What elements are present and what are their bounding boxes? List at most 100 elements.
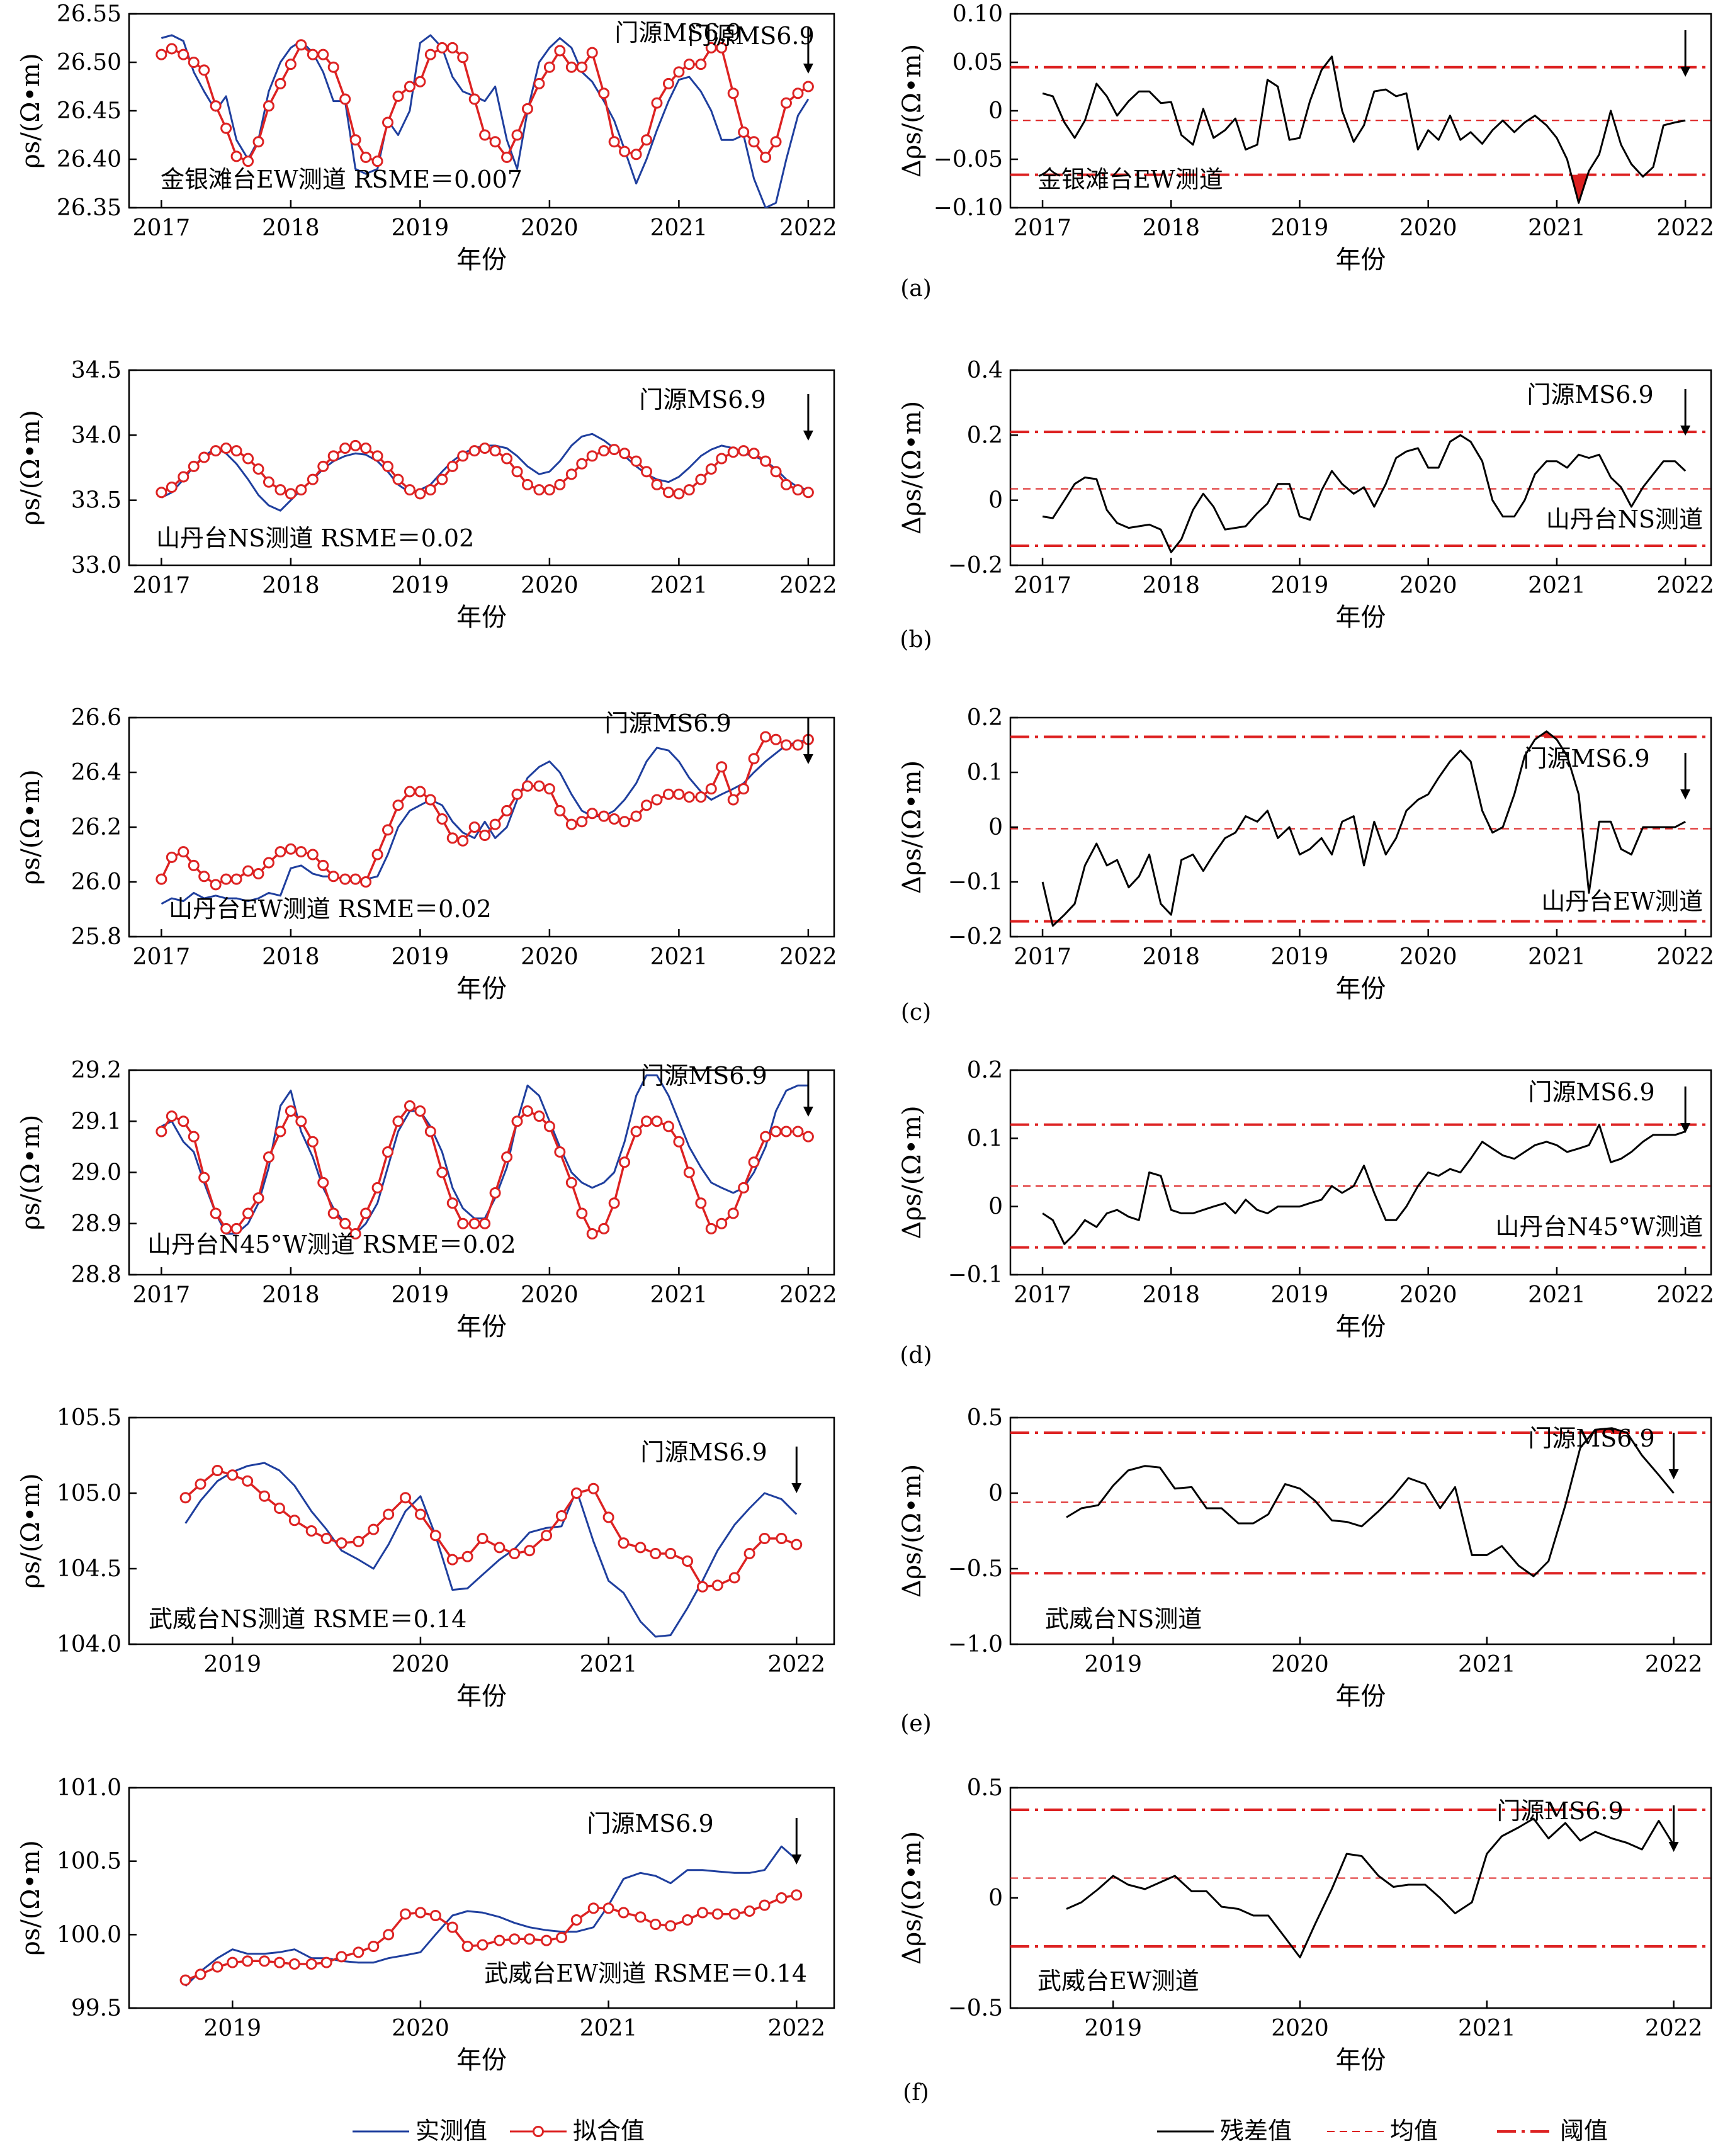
fitted-point — [360, 876, 372, 888]
fitted-point — [320, 1956, 332, 1968]
fitted-point — [382, 824, 394, 836]
fitted-point — [554, 45, 566, 57]
fitted-point — [619, 816, 631, 828]
fitted-point — [336, 1537, 348, 1549]
y-axis-title: ρs/(Ω•m) — [16, 1840, 45, 1955]
station-label: 山丹台EW测道 — [1541, 888, 1703, 915]
fitted-point — [683, 484, 695, 496]
y-tick-label: 33.0 — [71, 553, 122, 579]
fitted-point — [392, 1115, 404, 1127]
fitted-point — [383, 1929, 395, 1941]
fitted-point — [738, 1182, 750, 1194]
fitted-point — [307, 849, 319, 861]
y-tick-label: 0.5 — [967, 1775, 1003, 1801]
fitted-point — [682, 1914, 694, 1926]
fitted-point — [598, 810, 610, 822]
plot-frame — [1009, 369, 1712, 567]
x-tick-label: 2018 — [1142, 573, 1200, 599]
y-tick-label: 0 — [988, 1885, 1003, 1911]
fitted-point — [673, 788, 685, 800]
fitted-point — [424, 1126, 436, 1137]
y-tick-label: 0 — [988, 815, 1003, 840]
event-label: 门源MS6.9 — [614, 19, 741, 47]
fitted-point — [436, 473, 448, 485]
fitted-series-line — [184, 1469, 797, 1588]
fitted-point — [494, 1934, 506, 1946]
fitted-point — [457, 1217, 469, 1229]
x-tick-label: 2022 — [1656, 215, 1714, 241]
fitted-point — [477, 1533, 489, 1544]
y-tick-label: 34.0 — [71, 422, 122, 448]
x-axis-title: 年份 — [1336, 603, 1386, 632]
x-tick-label: 2021 — [1458, 1652, 1516, 1678]
x-tick-label: 2021 — [580, 1652, 638, 1678]
plot-area — [1010, 431, 1711, 553]
plot-area — [1010, 1809, 1711, 1958]
fitted-point — [252, 867, 264, 879]
event-arrow-head — [803, 754, 813, 764]
fitted-point — [543, 783, 555, 795]
y-tick-label: 0 — [988, 1481, 1003, 1506]
y-tick-label: −0.2 — [948, 553, 1003, 579]
fitted-point — [446, 832, 458, 844]
fitted-point — [727, 1207, 739, 1219]
fitted-point — [565, 61, 577, 73]
fitted-point — [414, 786, 426, 798]
fitted-point — [436, 42, 448, 54]
x-tick-label: 2018 — [262, 1282, 320, 1308]
fitted-point — [188, 460, 200, 472]
fitted-point — [353, 1946, 365, 1958]
y-tick-label: 0.2 — [967, 422, 1003, 448]
plot-area — [1010, 1123, 1711, 1249]
fitted-point — [446, 1921, 458, 1933]
fitted-point — [166, 482, 178, 493]
panel-b-right: 2017 2018 2019 2020 2021 2022 −0.2 0 0.2 0.4 年份 Δρs… — [898, 358, 1714, 653]
fitted-point — [683, 1166, 695, 1178]
fitted-point — [602, 1902, 614, 1914]
fitted-point — [501, 804, 513, 816]
fitted-point — [327, 1207, 339, 1219]
x-tick-label: 2019 — [392, 573, 449, 599]
fitted-point — [635, 1542, 647, 1554]
panel-tag: (d) — [900, 1343, 932, 1369]
x-tick-label: 2019 — [392, 1282, 449, 1308]
fitted-point — [468, 93, 480, 105]
y-tick-label: 0 — [988, 488, 1003, 514]
legends: 实测值 拟合值 残差值 均值 阈值 — [353, 2117, 1608, 2145]
fitted-point — [576, 458, 588, 470]
fitted-point — [602, 1511, 614, 1523]
fitted-point — [555, 1932, 567, 1943]
fitted-point — [759, 1899, 771, 1911]
fitted-point — [683, 59, 695, 71]
fitted-point — [586, 47, 598, 59]
plot-frame — [1009, 1069, 1712, 1276]
plot-area — [155, 1074, 814, 1239]
fitted-point — [382, 460, 394, 472]
fitted-point — [759, 1533, 771, 1544]
fitted-point — [227, 1469, 239, 1481]
y-axis-title: Δρs/(Ω•m) — [898, 760, 927, 894]
fitted-point — [242, 453, 254, 465]
fitted-point — [327, 871, 339, 883]
legend-left: 实测值 拟合值 — [353, 2117, 645, 2145]
fitted-point — [541, 1934, 553, 1946]
x-tick-label: 2020 — [1399, 573, 1457, 599]
fitted-point — [404, 484, 415, 496]
fitted-point — [155, 873, 167, 885]
fitted-point — [392, 799, 404, 811]
fitted-point — [371, 1182, 383, 1194]
y-tick-label: 26.45 — [57, 98, 122, 124]
fitted-point — [339, 873, 351, 885]
fitted-point — [339, 443, 351, 454]
fitted-point — [220, 122, 232, 134]
fitted-point — [727, 446, 739, 458]
fitted-point — [521, 478, 533, 490]
fitted-point — [770, 466, 782, 478]
fitted-point — [791, 1889, 803, 1901]
fitted-point — [641, 1115, 653, 1127]
fitted-point — [792, 87, 804, 99]
fitted-point — [404, 1100, 415, 1112]
fitted-point — [587, 1902, 599, 1914]
